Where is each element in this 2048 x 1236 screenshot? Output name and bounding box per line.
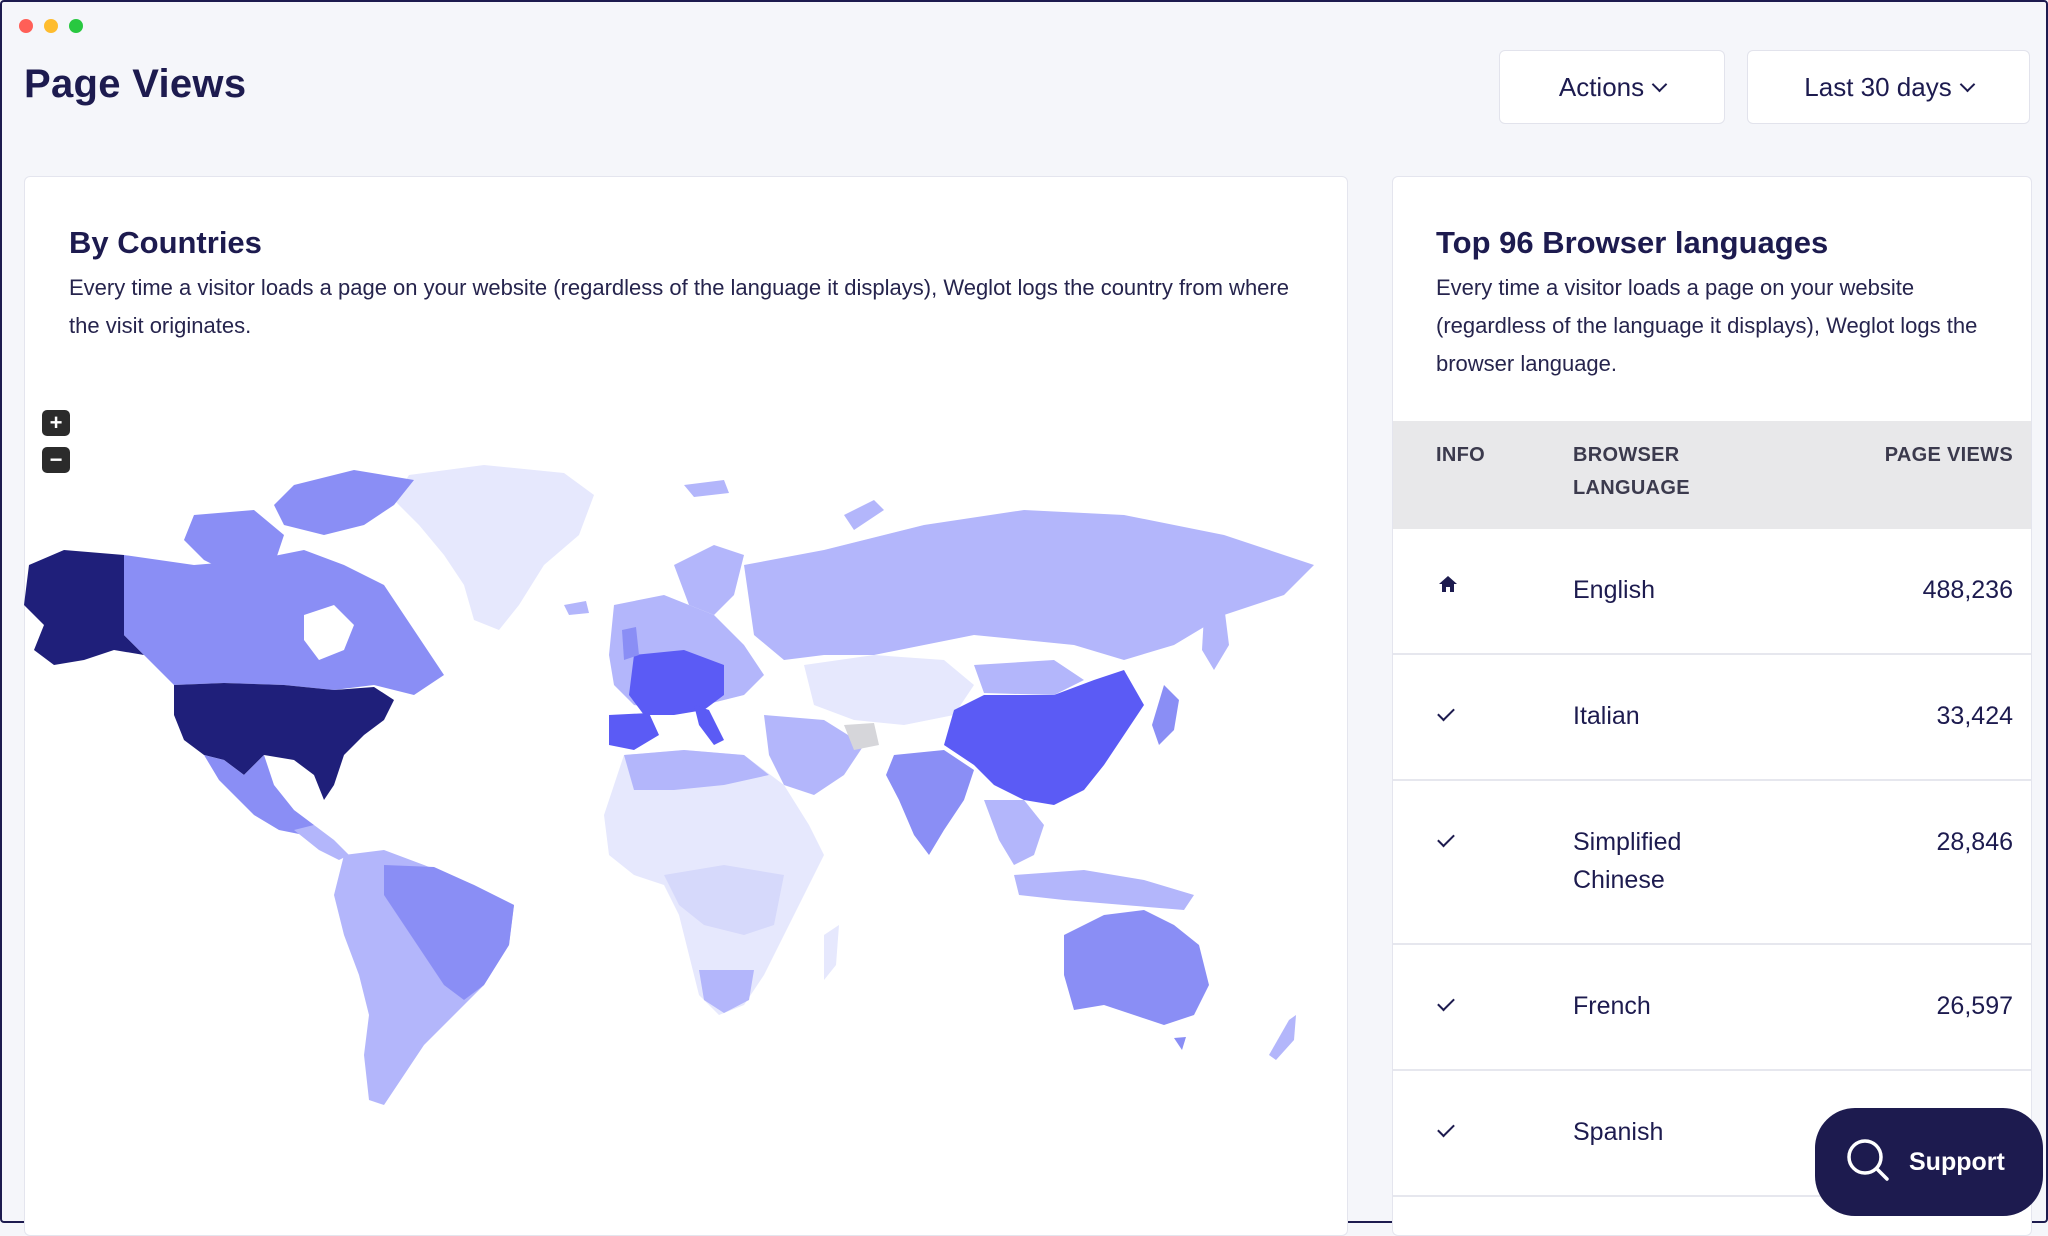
- map-region-australia[interactable]: [1064, 910, 1209, 1025]
- table-row[interactable]: English 488,236: [1393, 529, 2031, 655]
- map-zoom-out-button[interactable]: −: [42, 447, 70, 473]
- home-icon: [1438, 573, 1458, 599]
- chevron-down-icon: [1651, 76, 1668, 92]
- column-header-info[interactable]: INFO: [1436, 444, 1485, 466]
- map-region-brazil[interactable]: [384, 865, 514, 1000]
- page-title: Page Views: [24, 62, 247, 106]
- map-region-svalbard[interactable]: [684, 480, 729, 497]
- map-region-madagascar[interactable]: [824, 925, 839, 980]
- maximize-window-button[interactable]: [69, 19, 83, 33]
- language-name: Simplified Chinese: [1573, 828, 1682, 894]
- language-name: Italian: [1573, 702, 1640, 730]
- map-region-middle-east[interactable]: [764, 715, 864, 795]
- map-region-central-america[interactable]: [294, 825, 349, 860]
- support-label: Support: [1909, 1147, 2005, 1176]
- map-region-western-europe[interactable]: [629, 650, 724, 715]
- map-region-canada-islands-2[interactable]: [184, 510, 284, 575]
- map-region-kamchatka[interactable]: [1202, 605, 1229, 670]
- page-views-value: 488,236: [1922, 576, 2013, 604]
- table-row[interactable]: Italian 33,424: [1393, 655, 2031, 781]
- support-button[interactable]: Support: [1815, 1108, 2043, 1216]
- page-views-value: 33,424: [1936, 702, 2013, 730]
- countries-title: By Countries: [69, 225, 262, 260]
- languages-card: Top 96 Browser languages Every time a vi…: [1392, 176, 2032, 1236]
- actions-label: Actions: [1558, 71, 1645, 102]
- period-dropdown[interactable]: Last 30 days: [1747, 50, 2030, 124]
- map-region-canada[interactable]: [124, 550, 444, 695]
- check-icon: [1437, 1113, 1455, 1139]
- world-map[interactable]: [24, 455, 1344, 1115]
- map-region-hudson-bay: [304, 605, 354, 660]
- map-region-central-africa[interactable]: [664, 865, 784, 935]
- map-region-alaska[interactable]: [24, 550, 144, 665]
- map-region-italy[interactable]: [694, 705, 724, 745]
- map-region-canada-islands[interactable]: [274, 470, 414, 535]
- check-icon: [1437, 987, 1455, 1013]
- check-icon: [1437, 823, 1455, 849]
- map-region-iberia[interactable]: [609, 713, 659, 750]
- map-region-india[interactable]: [886, 750, 974, 855]
- languages-description: Every time a visitor loads a page on you…: [1436, 275, 1978, 376]
- countries-description: Every time a visitor loads a page on you…: [69, 275, 1289, 338]
- search-icon: [1845, 1137, 1891, 1188]
- language-name: Spanish: [1573, 1118, 1664, 1146]
- column-header-language[interactable]: BROWSER LANGUAGE: [1573, 444, 1690, 499]
- map-region-japan[interactable]: [1152, 685, 1179, 745]
- map-region-iceland[interactable]: [564, 601, 589, 615]
- close-window-button[interactable]: [19, 19, 33, 33]
- period-label: Last 30 days: [1804, 71, 1952, 102]
- language-name: English: [1573, 576, 1655, 604]
- map-region-afghanistan[interactable]: [844, 723, 879, 750]
- check-icon: [1437, 697, 1455, 723]
- map-region-mongolia[interactable]: [974, 660, 1084, 695]
- map-zoom-in-button[interactable]: +: [42, 410, 70, 436]
- map-region-novaya-zemlya[interactable]: [844, 500, 884, 530]
- map-region-north-africa[interactable]: [624, 750, 769, 790]
- minimize-window-button[interactable]: [44, 19, 58, 33]
- languages-title: Top 96 Browser languages: [1436, 225, 1829, 260]
- map-region-tasmania[interactable]: [1174, 1037, 1186, 1050]
- chevron-down-icon: [1959, 76, 1975, 92]
- map-region-uk[interactable]: [622, 627, 639, 660]
- map-region-scandinavia[interactable]: [674, 545, 744, 615]
- map-region-greenland[interactable]: [394, 465, 594, 630]
- map-region-mexico[interactable]: [204, 755, 314, 835]
- column-header-page-views[interactable]: PAGE VIEWS: [1884, 444, 2013, 466]
- map-region-china[interactable]: [944, 670, 1144, 805]
- window-controls: [19, 19, 83, 33]
- map-region-south-africa[interactable]: [699, 970, 754, 1013]
- table-row[interactable]: Spanish: [1393, 1071, 2031, 1197]
- languages-table-header: INFO BROWSER LANGUAGE PAGE VIEWS: [1393, 421, 2031, 529]
- map-region-central-asia[interactable]: [804, 655, 974, 725]
- table-row[interactable]: Simplified Chinese 28,846: [1393, 781, 2031, 945]
- actions-dropdown[interactable]: Actions: [1499, 50, 1725, 124]
- map-region-russia[interactable]: [744, 510, 1314, 660]
- page-views-value: 26,597: [1936, 992, 2013, 1020]
- map-region-indonesia[interactable]: [1014, 870, 1194, 910]
- language-name: French: [1573, 992, 1651, 1020]
- map-region-new-zealand[interactable]: [1269, 1015, 1296, 1060]
- map-region-usa[interactable]: [174, 683, 394, 800]
- map-region-southeast-asia[interactable]: [984, 800, 1044, 865]
- table-row[interactable]: French 26,597: [1393, 945, 2031, 1071]
- page-views-value: 28,846: [1936, 828, 2013, 856]
